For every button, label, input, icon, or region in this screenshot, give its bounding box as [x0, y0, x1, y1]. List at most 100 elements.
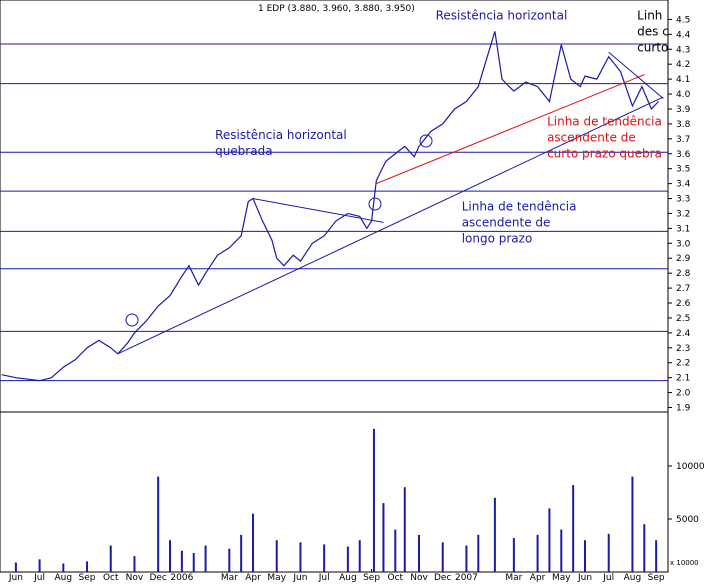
y-tick-label: 4.5 — [676, 15, 690, 25]
trendline — [376, 74, 645, 185]
volume-bar — [299, 542, 302, 572]
x-tick-label: Jun — [8, 573, 23, 582]
y-tick-label: 3.0 — [676, 239, 691, 249]
x-tick-label: Jun — [577, 573, 592, 582]
y-tick-label: 2.5 — [676, 314, 690, 324]
x-tick-label: Mar — [505, 573, 522, 582]
volume-bar — [204, 545, 207, 572]
x-tick-label: Jul — [33, 573, 45, 582]
x-tick-label: Jun — [292, 573, 307, 582]
y-tick-label: 4.1 — [676, 75, 690, 85]
x-tick-label: Mar — [221, 573, 238, 582]
volume-bar — [394, 529, 397, 572]
volume-bar — [86, 561, 89, 572]
annotation: Resistência horizontal — [215, 128, 347, 142]
x-tick-label: Aug — [55, 573, 73, 582]
volume-bar — [512, 538, 515, 572]
x-tick-label: Oct — [103, 573, 119, 582]
volume-bar — [382, 503, 385, 572]
y-tick-label: 2.7 — [676, 284, 690, 294]
y-tick-label: 3.5 — [676, 165, 690, 175]
x-tick-label: Aug — [624, 573, 642, 582]
y-tick-label: 4.0 — [676, 90, 691, 100]
volume-tick-label: 5000 — [676, 515, 699, 525]
volume-bar — [643, 524, 646, 572]
y-tick-label: 2.2 — [676, 359, 690, 369]
price-line — [1, 31, 659, 382]
y-tick-label: 3.7 — [676, 135, 690, 145]
annotation: des c — [637, 24, 669, 38]
volume-bar — [133, 556, 136, 572]
y-tick-label: 3.4 — [676, 180, 691, 190]
y-tick-label: 4.3 — [676, 45, 690, 55]
y-tick-label: 3.9 — [676, 105, 691, 115]
volume-bar — [572, 485, 575, 572]
chart-title: 1 EDP (3.880, 3.960, 3.880, 3.950) — [258, 4, 415, 14]
x-tick-label: Apr — [530, 573, 546, 582]
trendline — [608, 51, 664, 99]
y-tick-label: 3.8 — [676, 120, 691, 130]
trendline — [252, 198, 384, 223]
annotation: curto — [637, 40, 668, 54]
volume-bar — [584, 540, 587, 572]
volume-bar — [169, 540, 172, 572]
x-tick-label: Sep — [363, 573, 380, 582]
volume-bar — [180, 550, 183, 572]
y-tick-label: 2.4 — [676, 329, 691, 339]
volume-bar — [240, 534, 243, 572]
annotation: curto prazo quebra — [547, 146, 662, 160]
y-tick-label: 2.9 — [676, 254, 691, 264]
x-tick-label: Nov — [126, 573, 144, 582]
x-tick-label: Sep — [79, 573, 96, 582]
x-tick-label: Apr — [245, 573, 261, 582]
volume-bar — [228, 548, 231, 572]
volume-bar — [323, 544, 326, 572]
volume-bar — [358, 540, 361, 572]
volume-bar — [493, 497, 496, 572]
x-tick-label: Dec — [434, 573, 451, 582]
annotation: ascendente de — [462, 215, 551, 229]
volume-bar — [372, 428, 375, 572]
y-tick-label: 1.9 — [676, 404, 691, 414]
plot-frame — [0, 0, 669, 573]
y-tick-label: 3.6 — [676, 150, 691, 160]
annotation: quebrada — [215, 144, 272, 158]
volume-bar — [548, 508, 551, 572]
volume-bar — [157, 476, 160, 572]
volume-bar — [14, 562, 17, 572]
volume-bar — [403, 487, 406, 572]
y-tick-label: 2.8 — [676, 269, 691, 279]
x-tick-label: Sep — [648, 573, 665, 582]
x-tick-label: May — [552, 573, 571, 582]
y-tick-label: 4.2 — [676, 60, 690, 70]
volume-bar — [560, 529, 563, 572]
y-tick-label: 2.1 — [676, 374, 690, 384]
volume-bar — [631, 476, 634, 572]
x-tick-label: Jul — [602, 573, 614, 582]
x-tick-label: Nov — [410, 573, 428, 582]
volume-bar — [346, 546, 349, 572]
volume-bar — [465, 545, 468, 572]
volume-bar — [607, 533, 610, 572]
x-tick-label: Aug — [339, 573, 357, 582]
y-tick-label: 3.3 — [676, 195, 690, 205]
volume-bar — [536, 534, 539, 572]
volume-bar — [38, 559, 41, 572]
volume-bar — [418, 534, 421, 572]
annotation: ascendente de — [547, 130, 636, 144]
volume-unit: x 10000 — [670, 559, 699, 567]
x-tick-label: 2006 — [170, 573, 193, 582]
y-tick-label: 2.3 — [676, 344, 690, 354]
y-tick-label: 4.4 — [676, 30, 691, 40]
x-tick-label: May — [267, 573, 286, 582]
trendline — [117, 96, 664, 355]
annotation: Linh — [637, 8, 662, 22]
volume-tick-label: 10000 — [676, 462, 705, 472]
x-tick-label: 2007 — [455, 573, 478, 582]
smileys — [125, 134, 433, 327]
volume-bar — [192, 552, 195, 572]
y-tick-label: 2.0 — [676, 389, 691, 399]
volume-bar — [441, 542, 444, 572]
x-tick-label: Oct — [388, 573, 404, 582]
volume-bar — [109, 545, 112, 572]
